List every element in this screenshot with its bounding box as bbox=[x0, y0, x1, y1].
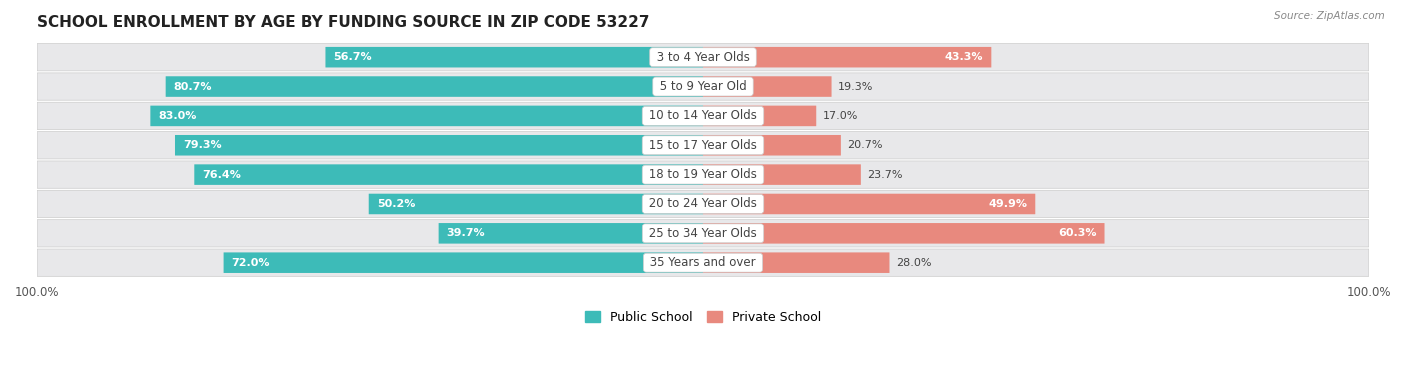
FancyBboxPatch shape bbox=[703, 47, 991, 67]
Text: 83.0%: 83.0% bbox=[159, 111, 197, 121]
Text: 60.3%: 60.3% bbox=[1057, 228, 1097, 238]
FancyBboxPatch shape bbox=[37, 220, 1369, 247]
Text: 76.4%: 76.4% bbox=[202, 170, 242, 179]
Text: 18 to 19 Year Olds: 18 to 19 Year Olds bbox=[645, 168, 761, 181]
FancyBboxPatch shape bbox=[703, 223, 1105, 244]
FancyBboxPatch shape bbox=[150, 106, 703, 126]
Text: 20.7%: 20.7% bbox=[848, 140, 883, 150]
Text: SCHOOL ENROLLMENT BY AGE BY FUNDING SOURCE IN ZIP CODE 53227: SCHOOL ENROLLMENT BY AGE BY FUNDING SOUR… bbox=[37, 15, 650, 30]
Text: 56.7%: 56.7% bbox=[333, 52, 373, 62]
Text: 25 to 34 Year Olds: 25 to 34 Year Olds bbox=[645, 227, 761, 240]
Text: 49.9%: 49.9% bbox=[988, 199, 1028, 209]
Text: 15 to 17 Year Olds: 15 to 17 Year Olds bbox=[645, 139, 761, 152]
FancyBboxPatch shape bbox=[174, 135, 703, 156]
FancyBboxPatch shape bbox=[224, 253, 703, 273]
FancyBboxPatch shape bbox=[37, 190, 1369, 218]
FancyBboxPatch shape bbox=[703, 135, 841, 156]
Text: 19.3%: 19.3% bbox=[838, 81, 873, 92]
FancyBboxPatch shape bbox=[703, 194, 1035, 214]
FancyBboxPatch shape bbox=[37, 102, 1369, 130]
FancyBboxPatch shape bbox=[37, 249, 1369, 276]
Text: 50.2%: 50.2% bbox=[377, 199, 415, 209]
Text: 35 Years and over: 35 Years and over bbox=[647, 256, 759, 269]
Text: 80.7%: 80.7% bbox=[174, 81, 212, 92]
FancyBboxPatch shape bbox=[703, 106, 817, 126]
Text: 20 to 24 Year Olds: 20 to 24 Year Olds bbox=[645, 198, 761, 210]
FancyBboxPatch shape bbox=[37, 73, 1369, 100]
FancyBboxPatch shape bbox=[703, 253, 890, 273]
Text: 10 to 14 Year Olds: 10 to 14 Year Olds bbox=[645, 109, 761, 123]
FancyBboxPatch shape bbox=[37, 161, 1369, 188]
FancyBboxPatch shape bbox=[37, 43, 1369, 71]
FancyBboxPatch shape bbox=[37, 132, 1369, 159]
FancyBboxPatch shape bbox=[194, 164, 703, 185]
Text: 43.3%: 43.3% bbox=[945, 52, 983, 62]
FancyBboxPatch shape bbox=[166, 76, 703, 97]
Text: 17.0%: 17.0% bbox=[823, 111, 858, 121]
Text: Source: ZipAtlas.com: Source: ZipAtlas.com bbox=[1274, 11, 1385, 21]
Text: 39.7%: 39.7% bbox=[447, 228, 485, 238]
Text: 28.0%: 28.0% bbox=[896, 258, 932, 268]
FancyBboxPatch shape bbox=[703, 164, 860, 185]
Legend: Public School, Private School: Public School, Private School bbox=[579, 306, 827, 329]
FancyBboxPatch shape bbox=[368, 194, 703, 214]
Text: 3 to 4 Year Olds: 3 to 4 Year Olds bbox=[652, 51, 754, 64]
FancyBboxPatch shape bbox=[325, 47, 703, 67]
FancyBboxPatch shape bbox=[703, 76, 831, 97]
Text: 23.7%: 23.7% bbox=[868, 170, 903, 179]
Text: 72.0%: 72.0% bbox=[232, 258, 270, 268]
Text: 79.3%: 79.3% bbox=[183, 140, 222, 150]
Text: 5 to 9 Year Old: 5 to 9 Year Old bbox=[655, 80, 751, 93]
FancyBboxPatch shape bbox=[439, 223, 703, 244]
